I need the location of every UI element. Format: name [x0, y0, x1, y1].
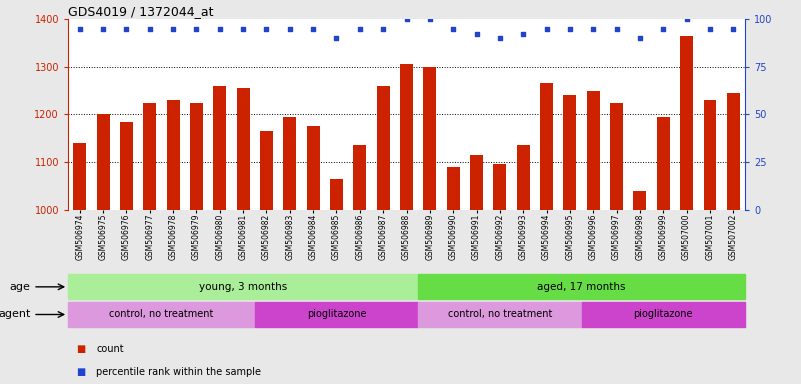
Point: [587, 26, 600, 32]
Point: [307, 26, 320, 32]
Point: [74, 26, 87, 32]
Point: [167, 26, 179, 32]
Point: [493, 35, 506, 41]
Bar: [470, 155, 483, 210]
Bar: [517, 146, 529, 210]
Point: [400, 16, 413, 22]
Point: [634, 35, 646, 41]
Point: [540, 26, 553, 32]
Bar: [68, 302, 255, 327]
Point: [330, 35, 343, 41]
Text: control, no treatment: control, no treatment: [109, 310, 214, 319]
Point: [284, 26, 296, 32]
Text: GDS4019 / 1372044_at: GDS4019 / 1372044_at: [68, 5, 214, 18]
Text: ■: ■: [76, 344, 86, 354]
Point: [680, 16, 693, 22]
Bar: [213, 86, 226, 210]
Bar: [307, 126, 320, 210]
Bar: [424, 67, 437, 210]
Bar: [330, 179, 343, 210]
Bar: [143, 103, 156, 210]
Text: aged, 17 months: aged, 17 months: [537, 282, 626, 292]
Text: control, no treatment: control, no treatment: [448, 310, 552, 319]
Point: [376, 26, 389, 32]
Bar: [493, 164, 506, 210]
Point: [657, 26, 670, 32]
Text: ■: ■: [76, 367, 86, 377]
Bar: [237, 88, 250, 210]
Bar: [703, 100, 716, 210]
Point: [727, 26, 739, 32]
Point: [610, 26, 623, 32]
Point: [190, 26, 203, 32]
Point: [447, 26, 460, 32]
Bar: [418, 302, 582, 327]
Bar: [418, 275, 745, 299]
Text: count: count: [96, 344, 123, 354]
Bar: [582, 302, 745, 327]
Bar: [540, 83, 553, 210]
Point: [353, 26, 366, 32]
Point: [143, 26, 156, 32]
Bar: [563, 95, 576, 210]
Point: [424, 16, 437, 22]
Point: [237, 26, 250, 32]
Text: agent: agent: [0, 310, 30, 319]
Bar: [634, 190, 646, 210]
Bar: [657, 117, 670, 210]
Bar: [447, 167, 460, 210]
Text: pioglitazone: pioglitazone: [634, 310, 693, 319]
Bar: [190, 103, 203, 210]
Point: [97, 26, 110, 32]
Bar: [400, 65, 413, 210]
Text: young, 3 months: young, 3 months: [199, 282, 288, 292]
Bar: [260, 131, 273, 210]
Point: [213, 26, 226, 32]
Point: [120, 26, 133, 32]
Bar: [284, 117, 296, 210]
Bar: [68, 275, 418, 299]
Bar: [74, 143, 87, 210]
Point: [470, 31, 483, 38]
Bar: [120, 122, 133, 210]
Bar: [680, 36, 693, 210]
Bar: [376, 86, 389, 210]
Text: pioglitazone: pioglitazone: [307, 310, 366, 319]
Bar: [727, 93, 739, 210]
Bar: [610, 103, 623, 210]
Bar: [167, 100, 179, 210]
Bar: [255, 302, 418, 327]
Bar: [97, 114, 110, 210]
Bar: [587, 91, 600, 210]
Point: [260, 26, 273, 32]
Point: [517, 31, 529, 38]
Bar: [353, 146, 366, 210]
Point: [703, 26, 716, 32]
Point: [563, 26, 576, 32]
Text: age: age: [10, 282, 30, 292]
Text: percentile rank within the sample: percentile rank within the sample: [96, 367, 261, 377]
